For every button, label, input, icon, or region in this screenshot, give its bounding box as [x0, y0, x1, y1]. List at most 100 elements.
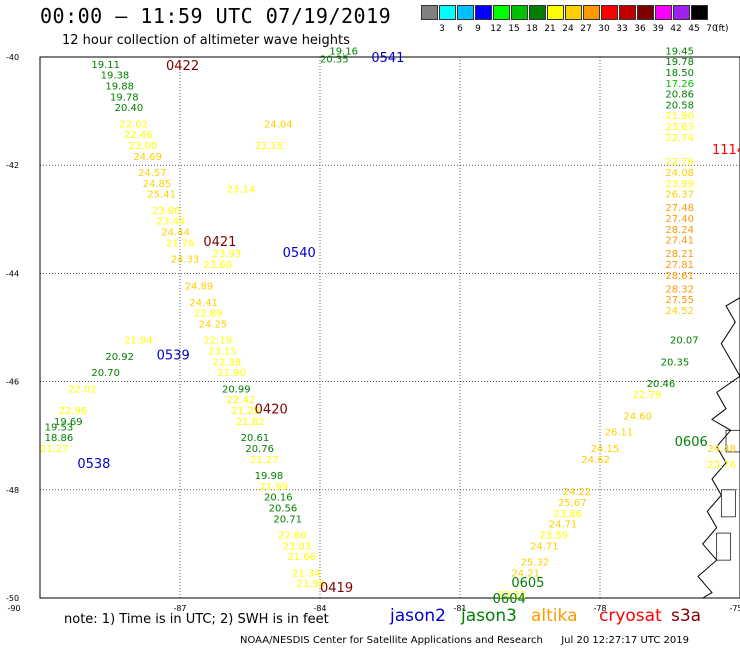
pass-time-label: 0540	[283, 246, 316, 261]
wave-height-value: 24.71	[530, 541, 559, 552]
pass-time-label: 0422	[166, 59, 199, 74]
wave-height-value: 21.76	[166, 238, 195, 249]
legend-swatch	[673, 5, 690, 20]
wave-height-value: 28.21	[665, 249, 694, 260]
lat-tick-label: -42	[6, 161, 19, 170]
pass-time-label: 0538	[77, 457, 110, 472]
wave-height-value: 23.80	[152, 206, 181, 217]
credit-text: NOAA/NESDIS Center for Satellite Applica…	[240, 635, 543, 646]
wave-height-value: 20.07	[670, 336, 699, 347]
wave-height-value: 23.22	[497, 590, 526, 601]
legend-label: 21	[544, 24, 556, 34]
credit-line: NOAA/NESDIS Center for Satellite Applica…	[240, 635, 689, 646]
wave-height-value: 23.93	[213, 249, 242, 260]
wave-height-value: 24.08	[665, 168, 694, 179]
satellite-name: jason2	[390, 606, 446, 626]
legend-swatch	[457, 5, 474, 20]
wave-height-value: 27.55	[665, 295, 694, 306]
wave-height-value: 22.76	[665, 157, 694, 168]
wave-height-value: 28.32	[665, 284, 694, 295]
wave-height-value: 23.60	[203, 260, 232, 271]
wave-height-value: 20.70	[91, 368, 120, 379]
wave-height-value: 25.67	[558, 498, 587, 509]
wave-height-value: 21.99	[259, 482, 288, 493]
altimeter-tracks: 19.1119.3819.8819.7820.4022.0222.4623.00…	[40, 46, 736, 601]
wave-height-value: 21.28	[231, 406, 260, 417]
wave-height-value: 23.15	[208, 347, 237, 358]
wave-height-value: 22.60	[278, 530, 307, 541]
wave-height-value: 21.94	[124, 336, 153, 347]
wave-height-value: 24.15	[591, 444, 620, 455]
wave-height-value: 22.19	[203, 336, 232, 347]
wave-height-value: 19.78	[110, 92, 139, 103]
wave-height-value: 24.71	[549, 520, 578, 531]
wave-height-value: 20.58	[665, 100, 694, 111]
lat-tick-label: -44	[6, 269, 19, 278]
island-outline	[716, 532, 732, 561]
lat-tick-label: -40	[6, 53, 19, 62]
legend-swatch	[691, 5, 708, 20]
lon-tick-label: -81	[453, 604, 466, 613]
wave-height-value: 21.82	[236, 417, 265, 428]
wave-height-value: 24.41	[189, 298, 218, 309]
lon-tick-label: -84	[313, 604, 326, 613]
wave-height-value: 20.71	[273, 514, 302, 525]
legend-label: 12	[490, 24, 502, 34]
wave-height-value: 21.27	[250, 455, 279, 466]
legend-label: 30	[598, 24, 610, 34]
legend-label: 6	[457, 24, 463, 34]
legend-swatch	[493, 5, 510, 20]
pass-time-label: 1114	[712, 143, 740, 158]
wave-height-value: 19.78	[665, 57, 694, 68]
legend-label: 27	[580, 24, 592, 34]
island-outline	[725, 429, 740, 453]
wave-height-value: 26.37	[665, 190, 694, 201]
pass-time-label: 0541	[371, 51, 404, 66]
wave-height-value: 24.60	[623, 411, 652, 422]
wave-height-value: 18.50	[665, 68, 694, 79]
legend-swatch	[601, 5, 618, 20]
wave-height-value: 20.46	[647, 379, 676, 390]
legend-label: 18	[526, 24, 538, 34]
legend-swatch	[547, 5, 564, 20]
satellite-name: altika	[531, 606, 578, 626]
pass-time-label: 0604	[493, 592, 526, 607]
legend-label: 3	[439, 24, 445, 34]
legend-label: 70	[706, 24, 718, 34]
wave-height-value: 22.02	[68, 384, 97, 395]
pass-time-label: 0606	[675, 435, 708, 450]
legend-swatch	[529, 5, 546, 20]
wave-height-value: 24.69	[133, 152, 162, 163]
wave-height-value: 19.53	[45, 422, 74, 433]
wave-height-value: 21.90	[665, 111, 694, 122]
pass-time-label: 0419	[320, 581, 353, 596]
wave-height-value: 24.44	[161, 228, 190, 239]
legend-swatch	[511, 5, 528, 20]
wave-height-value: 25.41	[147, 190, 176, 201]
wave-height-value: 22.79	[633, 390, 662, 401]
legend-swatch	[421, 5, 438, 20]
wave-height-value: 18.86	[45, 433, 74, 444]
pass-labels: 0422 0541 0540 0421 0539 0538 0420 0419 06050604…	[77, 51, 740, 607]
legend-swatch	[655, 5, 672, 20]
lat-tick-label: -48	[6, 486, 19, 495]
wave-height-value: 21.66	[287, 552, 316, 563]
wave-height-value: 19.98	[255, 471, 284, 482]
legend-swatch	[439, 5, 456, 20]
legend-label: 36	[634, 24, 646, 34]
wave-height-value: 19.88	[105, 81, 134, 92]
lat-tick-label: -46	[6, 378, 19, 387]
wave-height-value: 22.74	[665, 133, 694, 144]
legend-swatch	[637, 5, 654, 20]
legend-label: 33	[616, 24, 628, 34]
wave-height-value: 21.34	[292, 568, 321, 579]
coastline-path	[697, 297, 740, 599]
wave-height-value: 21.90	[217, 368, 246, 379]
legend-label: 15	[508, 24, 520, 34]
wave-height-value: 19.16	[329, 46, 358, 57]
legend-label: 9	[475, 24, 481, 34]
legend-swatch	[565, 5, 582, 20]
wave-height-value: 22.42	[227, 395, 256, 406]
legend-swatch	[619, 5, 636, 20]
wave-height-value: 22.02	[119, 119, 148, 130]
